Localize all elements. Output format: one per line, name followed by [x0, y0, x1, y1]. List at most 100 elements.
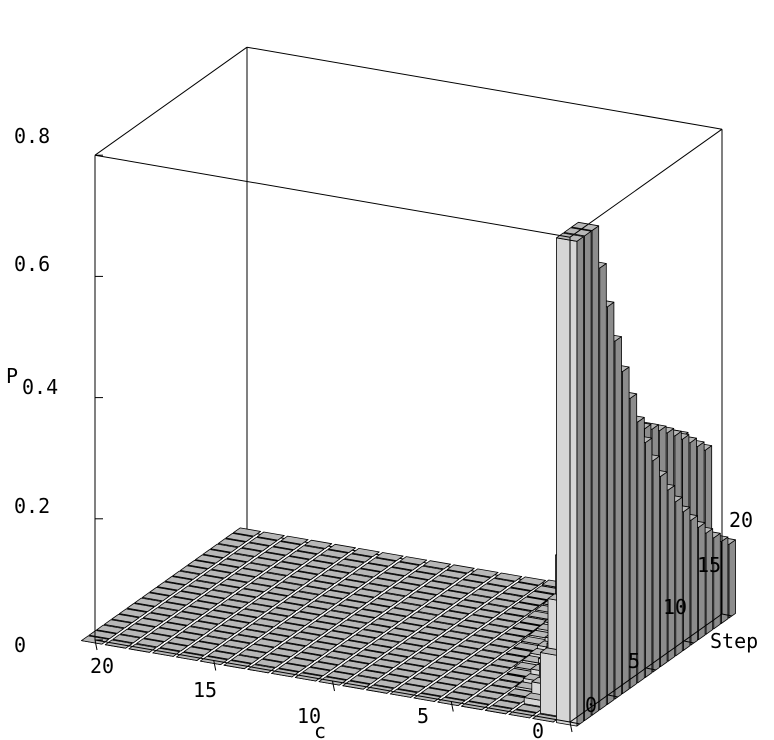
bar-face-top [345, 573, 374, 583]
bar-c6-step11 [497, 633, 525, 643]
bar-face-top [385, 587, 413, 597]
bar-face-top [344, 553, 373, 563]
bar-face-top [459, 660, 488, 670]
bar-face-top [351, 548, 380, 557]
bar-face-top [229, 614, 258, 624]
bar-c9-step12 [433, 615, 462, 625]
bar-face-top [196, 574, 224, 584]
bar-face-top [376, 572, 405, 582]
bar-c19-step12 [196, 574, 224, 584]
bar-c12-step9 [339, 619, 368, 629]
bar-face-top [245, 623, 274, 633]
bar-c14-step20 [375, 552, 404, 562]
bar-face-top [230, 634, 259, 644]
bar-c19-step19 [249, 537, 278, 546]
bar-c11-step13 [393, 602, 422, 612]
bar-face-top [302, 667, 331, 676]
bar-c13-step1 [254, 658, 283, 668]
bar-face-top [417, 606, 446, 616]
bar-face-top [410, 632, 439, 641]
bar-face-top [488, 618, 517, 628]
bar-face-top [190, 620, 219, 630]
bar-c13-step8 [308, 621, 336, 630]
bar-face-top [416, 586, 445, 595]
bar-face-top [157, 581, 185, 591]
bar-c16-step18 [312, 554, 341, 564]
bar-face-top [233, 527, 261, 537]
bar-face-top [158, 622, 187, 632]
bar-face-top [450, 645, 479, 655]
bar-face-top [257, 551, 286, 561]
bar-c9-step16 [463, 594, 492, 604]
bar-face-top [433, 615, 462, 625]
bar-face-top [403, 637, 431, 647]
bar-face-top [451, 665, 480, 675]
bar-c6-step1 [421, 687, 450, 697]
bar-face-top [315, 615, 344, 625]
bar-face-top [188, 580, 217, 590]
bar-face-top [468, 695, 497, 705]
bar-face-top [503, 607, 532, 617]
bar-face-top [435, 656, 464, 666]
bar-c14-step12 [314, 595, 343, 605]
bar-c6-step7 [466, 655, 495, 665]
bar-face-front [675, 496, 683, 657]
bar-c8-step19 [510, 582, 539, 592]
bar-face-top [490, 659, 519, 669]
bar-face-top [348, 634, 376, 644]
bar-face-top [222, 639, 251, 649]
bar-c15-step20 [351, 548, 380, 557]
bar-c9-step3 [365, 664, 393, 674]
y-tick-20: 20 [729, 508, 753, 532]
bar-face-side [556, 237, 578, 727]
bar-face-top [235, 588, 264, 598]
bar-face-top [458, 640, 487, 650]
bar-face-top [352, 568, 381, 578]
bar-c12-step6 [316, 635, 345, 645]
bar-c17-step3 [175, 631, 203, 641]
bar-face-top [135, 618, 164, 627]
bar-c14-step5 [261, 633, 290, 643]
bar-face-top [251, 577, 279, 587]
bar-face-top [202, 549, 231, 559]
bar-face-top [307, 600, 336, 610]
x-tick-0: 0 [532, 719, 544, 740]
bar-c18-step16 [250, 557, 279, 567]
bar-face-top [496, 613, 524, 623]
bar-c7-step4 [420, 667, 449, 677]
bar-face-top [306, 580, 335, 590]
z-axis-label: P [6, 364, 18, 388]
y-tick-mark [569, 721, 581, 725]
bar-face-top [494, 572, 523, 582]
bar-c7-step15 [503, 607, 532, 617]
bar-c8-step6 [411, 652, 440, 662]
z-tick-4: 0.8 [14, 124, 50, 148]
bar-face-top [481, 624, 509, 633]
bar-c15-step9 [268, 607, 297, 617]
bar-c7-step9 [458, 640, 487, 650]
bar-face-top [423, 560, 451, 570]
bar-face-top [479, 583, 507, 593]
bar-face-top [465, 634, 494, 644]
bar-face-top [273, 561, 302, 571]
bar-c11-step1 [302, 667, 331, 676]
bar-c5-step1 [444, 691, 473, 701]
bar-face-top [336, 558, 365, 568]
bar-c19-step6 [150, 607, 179, 617]
bar-face-top [409, 611, 438, 621]
bar-c12-step2 [286, 657, 315, 667]
bar-c17-step16 [273, 561, 302, 571]
bar-c20-step14 [187, 559, 216, 569]
box-edge-top-front [94, 154, 571, 238]
bar-face-front [652, 455, 660, 673]
bar-c15-step2 [215, 645, 243, 655]
bar-c10-step9 [386, 627, 415, 637]
bar-c9-step20 [494, 572, 523, 582]
bar-face-top [275, 602, 304, 611]
bar-face-top [278, 662, 307, 672]
bar-face-top [348, 654, 377, 664]
bar-c9-step13 [441, 610, 469, 620]
bar-c13-step10 [323, 610, 352, 620]
bar-face-top [337, 579, 366, 589]
bar-c16-step11 [259, 592, 288, 602]
